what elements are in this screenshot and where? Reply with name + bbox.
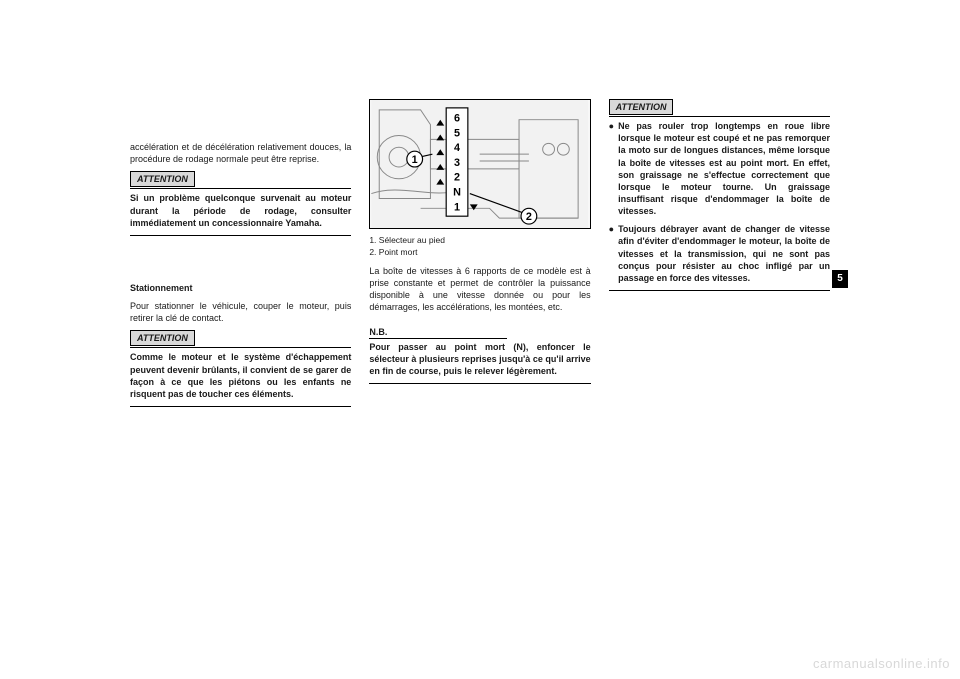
nb-text: Pour passer au point mort (N), enfoncer … <box>369 341 590 377</box>
nb-block: N.B. Pour passer au point mort (N), enfo… <box>369 326 590 385</box>
svg-text:N: N <box>453 187 461 199</box>
figure-captions: 1. Sélecteur au pied 2. Point mort <box>369 235 590 259</box>
attention-label-2: ATTENTION <box>130 330 195 346</box>
column-2: 1 6 5 4 3 2 N 1 <box>369 65 590 411</box>
manual-page: accélération et de décélération relative… <box>130 65 830 625</box>
attention-text-1: Si un problème quelconque survenait au m… <box>130 192 351 228</box>
svg-text:4: 4 <box>454 142 460 154</box>
parking-heading: Stationnement <box>130 282 351 294</box>
svg-text:2: 2 <box>526 211 532 223</box>
gear-shift-figure: 1 6 5 4 3 2 N 1 <box>369 99 590 229</box>
svg-text:1: 1 <box>412 154 418 166</box>
caption-2: 2. Point mort <box>369 247 590 258</box>
text-columns: accélération et de décélération relative… <box>130 65 830 411</box>
svg-text:1: 1 <box>454 201 460 213</box>
svg-text:5: 5 <box>454 127 460 139</box>
bullet-icon: ● <box>609 223 614 284</box>
bullet-2-text: Toujours débrayer avant de changer de vi… <box>618 223 830 284</box>
page-number-tab: 5 <box>832 270 848 288</box>
watermark-text: carmanualsonline.info <box>813 656 950 671</box>
attention-block-1: ATTENTION Si un problème quelconque surv… <box>130 171 351 236</box>
gearbox-description: La boîte de vitesses à 6 rapports de ce … <box>369 265 590 314</box>
gear-diagram-svg: 1 6 5 4 3 2 N 1 <box>370 100 589 228</box>
attention-label: ATTENTION <box>130 171 195 187</box>
caption-1: 1. Sélecteur au pied <box>369 235 590 246</box>
bullet-1-text: Ne pas rouler trop longtemps en roue lib… <box>618 120 830 217</box>
bullet-icon: ● <box>609 120 614 217</box>
attention-bullets: ● Ne pas rouler trop longtemps en roue l… <box>609 120 830 284</box>
nb-label: N.B. <box>369 326 507 339</box>
intro-text: accélération et de décélération relative… <box>130 141 351 165</box>
svg-text:6: 6 <box>454 113 460 125</box>
column-1: accélération et de décélération relative… <box>130 65 351 411</box>
attention-block-3: ATTENTION ● Ne pas rouler trop longtemps… <box>609 99 830 291</box>
attention-text-2: Comme le moteur et le système d'échappem… <box>130 351 351 400</box>
column-3: ATTENTION ● Ne pas rouler trop longtemps… <box>609 65 830 411</box>
attention-block-2: ATTENTION Comme le moteur et le système … <box>130 330 351 407</box>
parking-text: Pour stationner le véhicule, couper le m… <box>130 300 351 324</box>
svg-text:3: 3 <box>454 157 460 169</box>
svg-text:2: 2 <box>454 172 460 184</box>
attention-label-3: ATTENTION <box>609 99 674 115</box>
